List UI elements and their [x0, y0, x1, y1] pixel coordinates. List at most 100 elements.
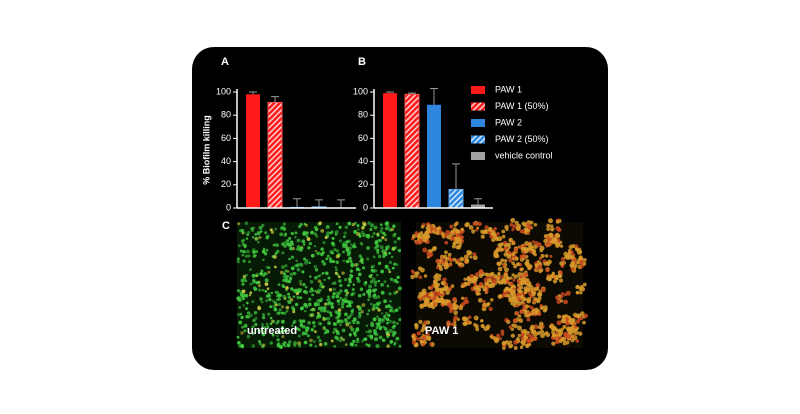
cell: [253, 287, 257, 291]
cell: [288, 243, 292, 248]
cell: [277, 311, 281, 315]
cell: [267, 266, 271, 270]
cell: [299, 296, 303, 300]
cell: [302, 243, 306, 246]
cell: [356, 327, 360, 330]
cell: [539, 245, 545, 251]
cell: [242, 297, 245, 301]
cell: [380, 269, 385, 274]
cell: [265, 299, 269, 303]
cell: [252, 254, 257, 258]
cell: [503, 288, 507, 292]
cell: [249, 282, 253, 286]
cell: [392, 309, 396, 313]
cell: [521, 253, 527, 259]
cell: [517, 301, 522, 306]
cell: [578, 331, 583, 336]
cell: [357, 293, 362, 298]
cell: [270, 319, 275, 323]
cell: [302, 283, 306, 287]
cell: [382, 255, 386, 258]
cell: [555, 220, 560, 224]
cell: [428, 252, 434, 257]
cell: [493, 234, 497, 239]
cell: [439, 287, 444, 292]
cell: [245, 301, 249, 305]
cell: [389, 299, 392, 303]
y-tick-label: 80: [358, 110, 368, 120]
cell: [267, 312, 271, 316]
cell: [372, 288, 377, 293]
cell: [368, 284, 372, 289]
cell: [386, 335, 390, 339]
cell: [261, 316, 266, 320]
cell: [501, 229, 506, 234]
cell: [269, 228, 273, 232]
cell: [478, 281, 484, 287]
cell: [380, 226, 384, 231]
cell: [258, 288, 262, 292]
cell: [337, 308, 342, 312]
cell: [387, 304, 391, 309]
cell: [493, 226, 497, 231]
cell: [325, 329, 330, 334]
cell: [258, 235, 262, 240]
cell: [568, 250, 572, 255]
cell: [341, 337, 344, 341]
cell: [361, 226, 365, 230]
cell: [308, 297, 312, 302]
cell: [335, 249, 340, 253]
cell: [285, 239, 290, 243]
cell: [392, 224, 396, 228]
cell: [528, 343, 532, 347]
cell: [307, 246, 311, 250]
cell: [545, 268, 550, 273]
cell: [355, 231, 360, 236]
cell: [436, 227, 440, 231]
cell: [395, 263, 399, 266]
cell: [559, 244, 564, 248]
cell: [511, 227, 515, 232]
cell: [563, 293, 567, 297]
cell: [261, 223, 265, 228]
error-bar: [315, 199, 323, 207]
cell: [316, 302, 320, 307]
cell: [376, 295, 381, 299]
cell: [255, 272, 260, 277]
cell: [580, 264, 584, 268]
cell: [482, 299, 486, 304]
cell: [513, 346, 518, 350]
cell: [374, 284, 377, 287]
cell: [533, 324, 539, 330]
cell: [436, 292, 441, 297]
cell: [244, 279, 248, 283]
cell: [340, 319, 344, 324]
cell: [309, 275, 312, 278]
cell: [373, 337, 378, 342]
cell: [323, 278, 326, 282]
cell: [481, 325, 485, 329]
cell: [386, 284, 390, 288]
cell: [435, 258, 440, 264]
cell: [238, 298, 242, 302]
cell: [551, 333, 557, 338]
cell: [299, 262, 303, 266]
cell: [253, 311, 258, 315]
cell: [454, 221, 459, 226]
cell: [426, 320, 431, 325]
cell: [367, 298, 370, 302]
cell: [379, 245, 384, 250]
cell: [316, 311, 320, 315]
cell: [561, 318, 567, 323]
cell: [283, 241, 288, 246]
cell: [452, 305, 457, 310]
cell: [578, 250, 583, 254]
cell: [520, 332, 525, 337]
cell: [559, 270, 563, 275]
cell: [309, 338, 313, 343]
cell: [372, 306, 376, 310]
cell: [276, 249, 280, 254]
cell: [296, 244, 301, 249]
y-tick-label: 60: [358, 133, 368, 143]
cell: [351, 222, 355, 227]
